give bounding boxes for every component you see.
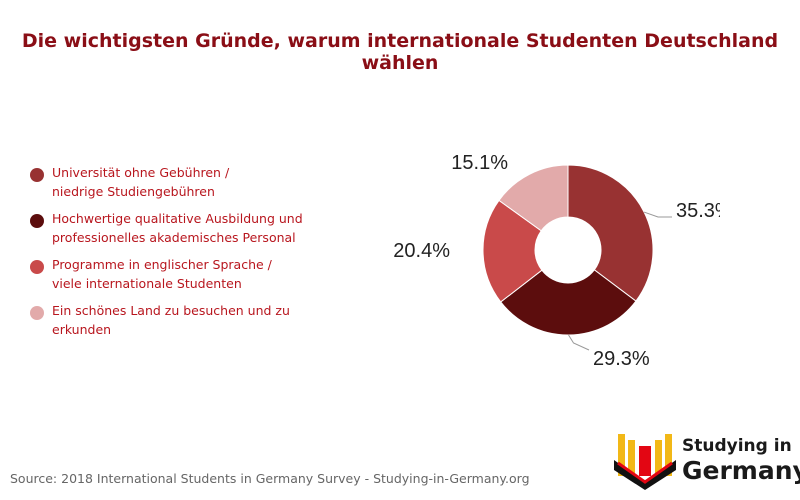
data-label: 20.4%: [393, 240, 450, 262]
legend-label: Universität ohne Gebühren / niedrige Stu…: [52, 163, 320, 201]
legend-label-line: erkunden: [52, 322, 112, 337]
studying-in-germany-logo: Studying in Germany: [612, 430, 800, 492]
data-label: 35.3%: [676, 200, 720, 222]
legend-label-line: Hochwertige qualitative Ausbildung und: [52, 211, 303, 226]
legend-label: Programme in englischer Sprache / viele …: [52, 255, 320, 293]
legend-item: Universität ohne Gebühren / niedrige Stu…: [30, 163, 320, 201]
book-logo-icon: [614, 434, 676, 490]
donut-slice: [482, 199, 543, 303]
logo-text-line1: Studying in: [682, 436, 792, 456]
donut-slice: [500, 269, 637, 336]
legend-swatch: [30, 306, 44, 320]
legend-label-line: Programme in englischer Sprache /: [52, 257, 272, 272]
legend-label: Ein schönes Land zu besuchen und zu erku…: [52, 301, 320, 339]
legend-label-line: professionelles akademisches Personal: [52, 230, 296, 245]
legend-swatch: [30, 168, 44, 182]
donut-chart: 35.3% 29.3% 20.4% 15.1%: [393, 152, 720, 370]
legend-label: Hochwertige qualitative Ausbildung und p…: [52, 209, 320, 247]
label-leader-line: [643, 211, 672, 218]
legend-swatch: [30, 260, 44, 274]
label-leader-line: [568, 334, 590, 351]
legend-swatch: [30, 214, 44, 228]
data-label: 29.3%: [593, 348, 650, 370]
donut-slice: [567, 164, 654, 302]
logo-text-line2: Germany: [682, 456, 800, 485]
legend-label-line: viele internationale Studenten: [52, 276, 242, 291]
donut-slice: [498, 164, 569, 232]
legend-item: Hochwertige qualitative Ausbildung und p…: [30, 209, 320, 247]
legend: Universität ohne Gebühren / niedrige Stu…: [30, 163, 320, 347]
legend-item: Programme in englischer Sprache / viele …: [30, 255, 320, 293]
source-note: Source: 2018 International Students in G…: [10, 471, 530, 486]
legend-label-line: Ein schönes Land zu besuchen und zu: [52, 303, 290, 318]
legend-label-line: Universität ohne Gebühren /: [52, 165, 230, 180]
data-label: 15.1%: [451, 152, 508, 174]
chart-title: Die wichtigsten Gründe, warum internatio…: [21, 30, 779, 74]
legend-label-line: niedrige Studiengebühren: [52, 184, 215, 199]
legend-item: Ein schönes Land zu besuchen und zu erku…: [30, 301, 320, 339]
